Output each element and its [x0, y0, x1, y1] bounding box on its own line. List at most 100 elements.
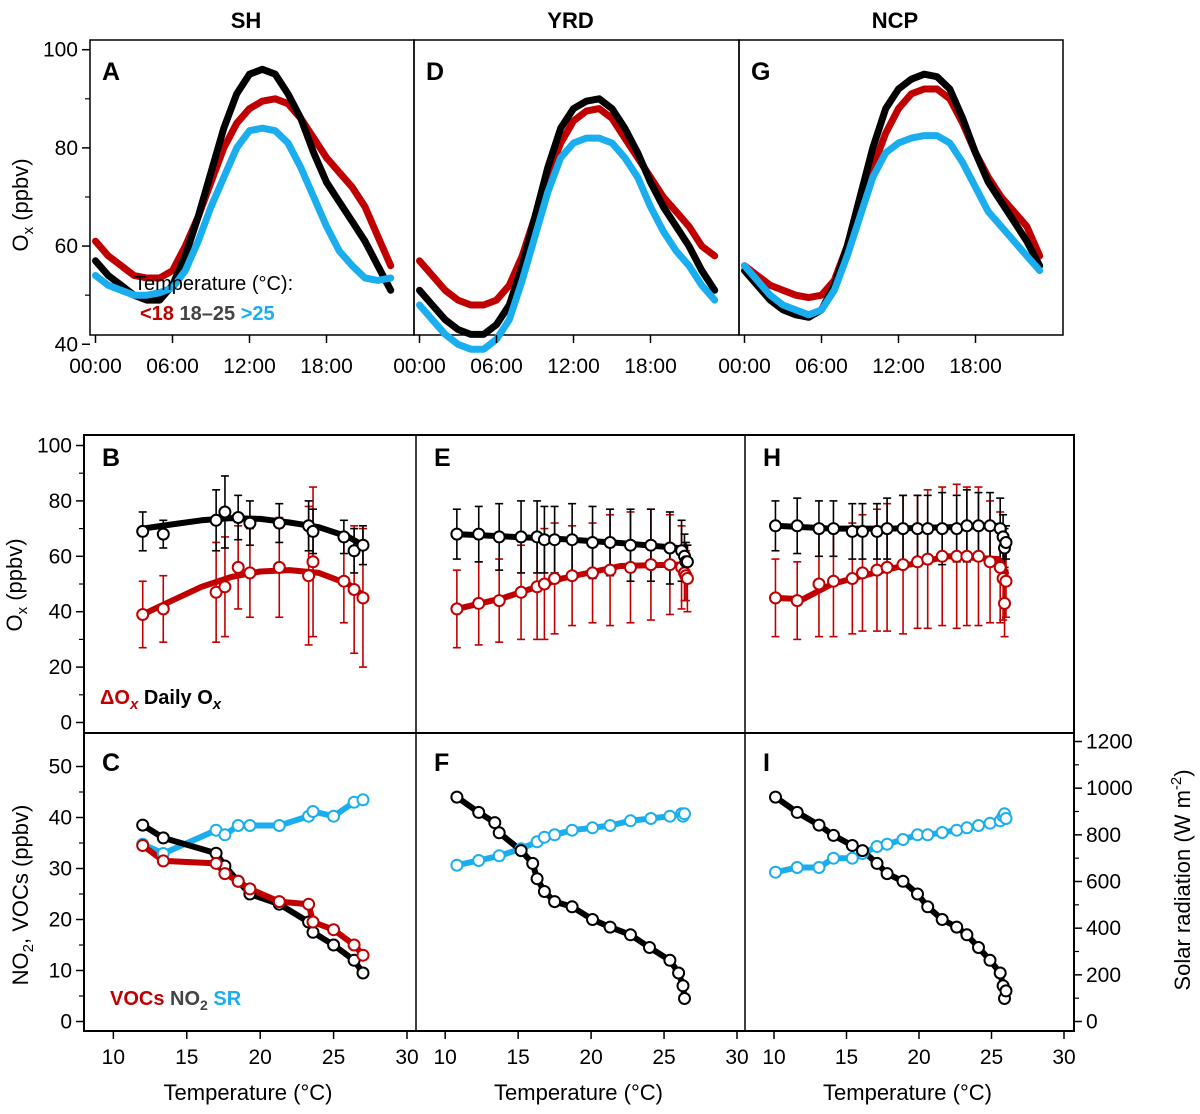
right-y-tick-label: 1000 — [1086, 777, 1133, 800]
x-tick-label: 00:00 — [393, 355, 446, 378]
panel-label: B — [102, 444, 120, 472]
daily-ox-point — [356, 538, 370, 552]
legend-no2-sub: 2 — [200, 997, 208, 1013]
series-line-cold — [416, 105, 719, 309]
x-tick-label: 12:00 — [223, 355, 276, 378]
panel-label: A — [102, 58, 120, 86]
y-tick-label: 60 — [55, 235, 78, 258]
legend-daily-ox-sub: x — [212, 696, 222, 713]
top-row-diurnal-ox: SH YRD NCP A 00:00 06:00 12:00 18:00 D 00:00 06:00… — [43, 8, 1064, 378]
daily-ox-point — [347, 544, 361, 558]
delta-ox-point — [935, 549, 949, 563]
sr-point — [231, 819, 245, 832]
vocs-line — [139, 842, 366, 959]
daily-ox-point — [663, 541, 677, 555]
x-tick-label: 18:00 — [624, 355, 677, 378]
delta-ox-point — [960, 549, 974, 563]
y-tick-label: 30 — [49, 858, 72, 881]
no2-point — [156, 831, 170, 845]
no2-point — [870, 856, 884, 870]
panel-frame — [413, 39, 740, 336]
x-tick-label: 00:00 — [718, 355, 771, 378]
vocs-point — [231, 874, 245, 888]
no2-point — [935, 913, 949, 926]
axis-labels: Ox (ppbv)Ox (ppbv)NO2, VOCs (ppbv) Solar … — [2, 158, 1195, 990]
sr-point — [999, 812, 1013, 825]
daily-ox-point — [514, 530, 528, 544]
vocs-point — [272, 895, 286, 909]
vocs-point — [218, 867, 232, 881]
no2-point — [921, 900, 935, 914]
x-tick-label: 20 — [249, 1046, 272, 1069]
delta-ox-point — [603, 563, 617, 577]
no2-point — [856, 844, 869, 858]
delta-ox-point — [993, 560, 1007, 574]
panel-f: F 10 15 20 25 30 Temperature (°C) — [434, 749, 749, 1105]
daily-ox-point — [156, 527, 170, 541]
ylabel-unit: (ppbv) — [8, 158, 33, 226]
y-tick-label: 40 — [49, 601, 72, 624]
no2-point — [643, 941, 656, 954]
daily-ox-point — [603, 536, 617, 549]
ylabel-sup: -2 — [1168, 777, 1185, 790]
daily-ox-point — [790, 519, 804, 533]
delta-ox-point — [337, 574, 351, 588]
y-tick-label: 10 — [49, 960, 72, 983]
daily-ox-point — [960, 519, 974, 533]
delta-ox-point — [983, 555, 997, 569]
middle-y-axis-label: Ox (ppbv) — [2, 538, 31, 631]
sr-point — [880, 837, 894, 851]
delta-ox-point — [450, 602, 464, 616]
legend-mid: 18–25 — [180, 303, 236, 325]
sr-point — [896, 833, 910, 846]
panel-a: A 00:00 06:00 12:00 18:00 — [69, 39, 415, 378]
delta-ox-point — [218, 580, 232, 594]
ylabel-end: ) — [1170, 769, 1195, 776]
panel-g: G 00:00 06:00 12:00 18:00 — [718, 39, 1064, 378]
delta-ox-point — [827, 574, 840, 588]
column-title-sh: SH — [231, 8, 262, 33]
ylabel-rest: , VOCs (ppbv) — [8, 805, 33, 944]
no2-point — [672, 966, 686, 980]
x-tick-label: 15 — [175, 1046, 198, 1069]
precursor-legend: VOCs NO2 SR — [110, 988, 242, 1013]
series-line-mid — [92, 65, 395, 304]
daily-ox-point — [921, 522, 935, 536]
sr-point — [812, 861, 826, 874]
ylabel-main: NO — [8, 952, 33, 985]
x-axis-label: Temperature (°C) — [494, 1080, 663, 1105]
panel-h: H — [763, 444, 1013, 641]
y-tick-label: 100 — [37, 435, 72, 458]
daily-ox-point — [624, 538, 637, 552]
series-line-mid — [741, 70, 1044, 321]
delta-ox-point — [136, 608, 150, 621]
x-tick-label: 25 — [652, 1046, 675, 1069]
delta-ox-point — [663, 558, 677, 572]
sr-point — [950, 823, 964, 837]
legend-sr: SR — [213, 988, 241, 1010]
no2-point — [514, 844, 528, 858]
no2-point — [972, 941, 985, 954]
daily-ox-point — [337, 530, 351, 544]
sr-point — [983, 816, 997, 830]
top-y-axis-label: Ox (ppbv) — [8, 158, 37, 251]
series-line-warm — [416, 134, 719, 353]
y-tick-label: 50 — [49, 756, 72, 779]
no2-point — [950, 920, 964, 934]
delta-ox-point — [586, 566, 599, 580]
no2-point — [663, 953, 677, 967]
no2-point — [993, 966, 1007, 980]
x-tick-label: 25 — [980, 1046, 1003, 1069]
y-tick-label: 40 — [55, 333, 78, 356]
series-line-warm — [92, 124, 395, 299]
sr-point — [827, 851, 840, 865]
legend-no2: NO — [170, 988, 200, 1010]
no2-point — [999, 984, 1013, 998]
y-tick-label: 40 — [49, 807, 72, 830]
legend-daily-ox: Daily O — [144, 687, 213, 709]
sr-point — [450, 858, 464, 872]
delta-ox-point — [356, 591, 370, 605]
no2-point — [827, 828, 840, 842]
no2-point — [678, 992, 691, 1005]
delta-ox-point — [644, 558, 658, 572]
